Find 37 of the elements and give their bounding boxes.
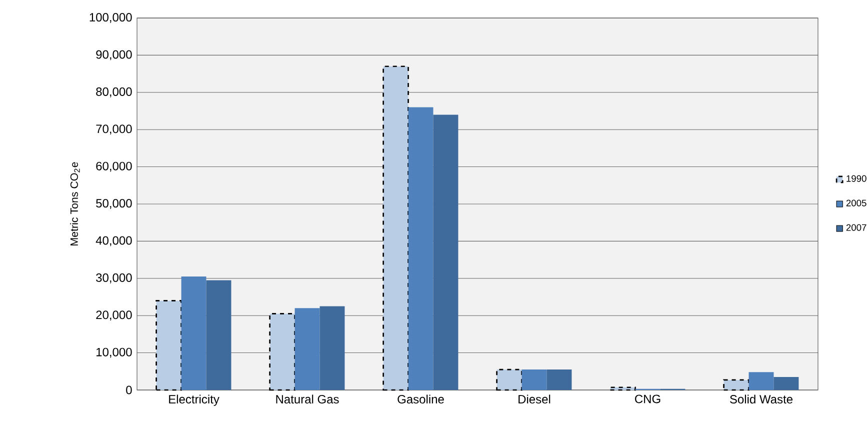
- bar: [723, 379, 750, 391]
- bar: [774, 376, 799, 390]
- bar: [546, 370, 572, 390]
- y-tick-label: 80,000: [96, 87, 132, 98]
- y-tick-label: 50,000: [96, 199, 132, 209]
- x-tick-label: CNG: [635, 394, 660, 404]
- y-tick-label: 60,000: [96, 162, 132, 172]
- legend-label: 2005: [846, 200, 866, 206]
- bar: [408, 107, 434, 390]
- y-tick-label: 10,000: [96, 348, 132, 358]
- x-tick-label: Electricity: [169, 394, 220, 406]
- y-tick-label: 70,000: [96, 124, 132, 135]
- legend-label: 2007: [846, 224, 866, 231]
- bar: [181, 276, 206, 390]
- bar: [269, 313, 296, 391]
- x-tick-label: Solid Waste: [730, 394, 793, 404]
- y-tick-label: 20,000: [96, 310, 132, 321]
- legend-label: 1990: [846, 175, 866, 182]
- bar: [294, 308, 320, 390]
- y-tick-label: 0: [126, 386, 132, 394]
- bar: [522, 370, 547, 390]
- bar: [496, 368, 522, 391]
- bar: [206, 280, 232, 390]
- bar: [433, 114, 458, 390]
- y-tick-label: 40,000: [96, 236, 132, 246]
- y-tick-label: 30,000: [96, 273, 132, 284]
- x-tick-label: Natural Gas: [276, 394, 339, 404]
- bar: [320, 306, 345, 390]
- x-tick-label: Gasoline: [398, 394, 444, 404]
- bar: [610, 386, 636, 391]
- y-axis-title: Metric Tons CO$_{2}$e: [70, 162, 80, 246]
- bar: [382, 66, 409, 391]
- x-tick-label: Diesel: [518, 394, 550, 404]
- bar: [748, 372, 774, 390]
- bar: [156, 300, 182, 391]
- y-tick-label: 100,000: [90, 13, 132, 23]
- y-tick-label: 90,000: [96, 50, 132, 60]
